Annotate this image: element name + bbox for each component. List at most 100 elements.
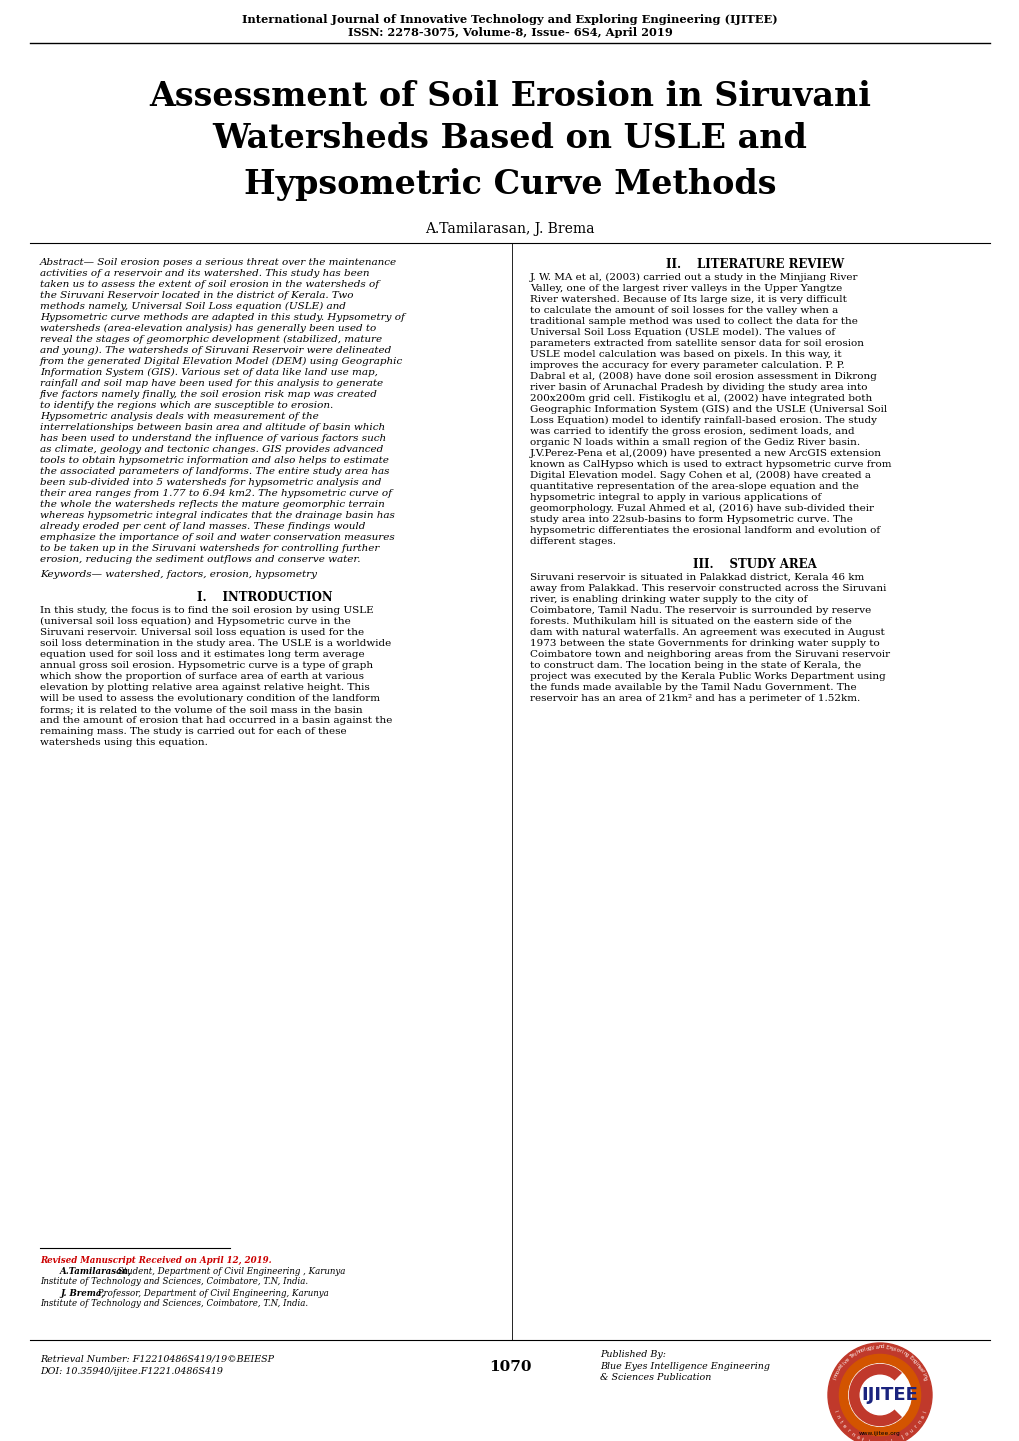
Text: Keywords— watershed, factors, erosion, hypsometry: Keywords— watershed, factors, erosion, h… (40, 571, 317, 579)
Text: r: r (913, 1424, 918, 1429)
Text: I: I (832, 1378, 837, 1380)
Text: n: n (834, 1372, 839, 1376)
Text: International Journal of Innovative Technology and Exploring Engineering (IJITEE: International Journal of Innovative Tech… (242, 14, 777, 24)
Text: remaining mass. The study is carried out for each of these: remaining mass. The study is carried out… (40, 728, 346, 736)
Text: e: e (915, 1365, 921, 1370)
Text: n: n (909, 1357, 914, 1363)
Text: o: o (835, 1369, 840, 1375)
Text: to calculate the amount of soil losses for the valley when a: to calculate the amount of soil losses f… (530, 305, 838, 316)
Text: already eroded per cent of land masses. These findings would: already eroded per cent of land masses. … (40, 522, 365, 530)
Text: c: c (853, 1350, 857, 1356)
Text: t: t (837, 1419, 842, 1424)
Text: g: g (911, 1359, 916, 1365)
Text: Blue Eyes Intelligence Engineering: Blue Eyes Intelligence Engineering (599, 1362, 769, 1370)
Text: i: i (841, 1362, 846, 1366)
Text: u: u (908, 1428, 914, 1434)
Text: l: l (863, 1347, 865, 1352)
Text: n: n (857, 1349, 862, 1355)
Text: a: a (875, 1344, 878, 1350)
Circle shape (827, 1343, 931, 1441)
Text: t: t (860, 1437, 864, 1441)
Text: quantitative representation of the area-slope equation and the: quantitative representation of the area-… (530, 481, 858, 491)
Text: i: i (920, 1372, 925, 1376)
Text: to construct dam. The location being in the state of Kerala, the: to construct dam. The location being in … (530, 661, 860, 670)
Text: traditional sample method was used to collect the data for the: traditional sample method was used to co… (530, 317, 857, 326)
Text: Hypsometric curve methods are adapted in this study. Hypsometry of: Hypsometric curve methods are adapted in… (40, 313, 405, 321)
Text: forms; it is related to the volume of the soil mass in the basin: forms; it is related to the volume of th… (40, 705, 363, 713)
Text: study area into 22sub-basins to form Hypsometric curve. The: study area into 22sub-basins to form Hyp… (530, 514, 852, 525)
Text: n: n (901, 1350, 906, 1356)
Text: n: n (916, 1419, 922, 1425)
Text: y: y (869, 1344, 873, 1350)
Text: d: d (880, 1344, 883, 1350)
Text: Siruvani reservoir is situated in Palakkad district, Kerala 46 km: Siruvani reservoir is situated in Palakk… (530, 574, 863, 582)
Text: e: e (917, 1368, 922, 1372)
Text: the associated parameters of landforms. The entire study area has: the associated parameters of landforms. … (40, 467, 389, 476)
Text: taken us to assess the extent of soil erosion in the watersheds of: taken us to assess the extent of soil er… (40, 280, 379, 290)
Text: T: T (848, 1353, 853, 1359)
Text: organic N loads within a small region of the Gediz River basin.: organic N loads within a small region of… (530, 438, 859, 447)
Text: emphasize the importance of soil and water conservation measures: emphasize the importance of soil and wat… (40, 533, 394, 542)
Text: USLE model calculation was based on pixels. In this way, it: USLE model calculation was based on pixe… (530, 350, 841, 359)
Text: which show the proportion of surface area of earth at various: which show the proportion of surface are… (40, 672, 364, 682)
Text: away from Palakkad. This reservoir constructed across the Siruvani: away from Palakkad. This reservoir const… (530, 584, 886, 594)
Text: from the generated Digital Elevation Model (DEM) using Geographic: from the generated Digital Elevation Mod… (40, 357, 403, 366)
Text: n: n (914, 1363, 920, 1368)
Text: watersheds using this equation.: watersheds using this equation. (40, 738, 208, 746)
Text: been sub-divided into 5 watersheds for hypsometric analysis and: been sub-divided into 5 watersheds for h… (40, 478, 381, 487)
Text: n: n (833, 1373, 838, 1379)
Text: river basin of Arunachal Pradesh by dividing the study area into: river basin of Arunachal Pradesh by divi… (530, 383, 866, 392)
Text: Assessment of Soil Erosion in Siruvani: Assessment of Soil Erosion in Siruvani (149, 81, 870, 112)
Text: J. W. MA et al, (2003) carried out a study in the Minjiang River: J. W. MA et al, (2003) carried out a stu… (530, 272, 858, 282)
Text: J. Brema,: J. Brema, (60, 1290, 104, 1298)
Text: soil loss determination in the study area. The USLE is a worldwide: soil loss determination in the study are… (40, 638, 391, 648)
Text: www.ijitee.org: www.ijitee.org (858, 1431, 900, 1437)
Text: the Siruvani Reservoir located in the district of Kerala. Two: the Siruvani Reservoir located in the di… (40, 291, 354, 300)
Text: Coimbatore town and neighboring areas from the Siruvani reservoir: Coimbatore town and neighboring areas fr… (530, 650, 890, 659)
Text: r: r (845, 1428, 850, 1434)
Text: h: h (855, 1349, 860, 1356)
Text: p: p (890, 1346, 894, 1352)
Text: v: v (842, 1359, 848, 1365)
Text: Digital Elevation model. Sagy Cohen et al, (2008) have created a: Digital Elevation model. Sagy Cohen et a… (530, 471, 870, 480)
Text: Coimbatore, Tamil Nadu. The reservoir is surrounded by reserve: Coimbatore, Tamil Nadu. The reservoir is… (530, 607, 870, 615)
Text: Institute of Technology and Sciences, Coimbatore, T.N, India.: Institute of Technology and Sciences, Co… (40, 1277, 308, 1285)
Text: reservoir has an area of 21km² and has a perimeter of 1.52km.: reservoir has an area of 21km² and has a… (530, 695, 859, 703)
Text: l: l (890, 1440, 892, 1441)
Text: g: g (921, 1376, 927, 1380)
Text: to be taken up in the Siruvani watersheds for controlling further: to be taken up in the Siruvani watershed… (40, 545, 379, 553)
Text: Geographic Information System (GIS) and the USLE (Universal Soil: Geographic Information System (GIS) and … (530, 405, 887, 414)
Text: Universal Soil Loss Equation (USLE model). The values of: Universal Soil Loss Equation (USLE model… (530, 329, 835, 337)
Text: v: v (836, 1368, 842, 1372)
Text: o: o (859, 1347, 864, 1353)
Text: forests. Muthikulam hill is situated on the eastern side of the: forests. Muthikulam hill is situated on … (530, 617, 851, 625)
Text: geomorphology. Fuzal Ahmed et al, (2016) have sub-divided their: geomorphology. Fuzal Ahmed et al, (2016)… (530, 504, 873, 513)
Text: 200x200m grid cell. Fistikoglu et al, (2002) have integrated both: 200x200m grid cell. Fistikoglu et al, (2… (530, 393, 871, 403)
Text: has been used to understand the influence of various factors such: has been used to understand the influenc… (40, 434, 386, 442)
Text: (universal soil loss equation) and Hypsometric curve in the: (universal soil loss equation) and Hypso… (40, 617, 351, 627)
Text: r: r (918, 1369, 923, 1373)
Text: their area ranges from 1.77 to 6.94 km2. The hypsometric curve of: their area ranges from 1.77 to 6.94 km2.… (40, 488, 391, 499)
Text: Dabral et al, (2008) have done soil erosion assessment in Dikrong: Dabral et al, (2008) have done soil eros… (530, 372, 876, 380)
Text: II.  LITERATURE REVIEW: II. LITERATURE REVIEW (665, 258, 844, 271)
Text: o: o (895, 1347, 899, 1353)
Text: reveal the stages of geomorphic development (stabilized, mature: reveal the stages of geomorphic developm… (40, 334, 382, 344)
Text: e: e (844, 1357, 850, 1363)
Text: hypsometric differentiates the erosional landform and evolution of: hypsometric differentiates the erosional… (530, 526, 879, 535)
Circle shape (859, 1375, 899, 1415)
Text: n: n (849, 1431, 854, 1437)
Text: hypsometric integral to apply in various applications of: hypsometric integral to apply in various… (530, 493, 820, 501)
Text: ISSN: 2278-3075, Volume-8, Issue- 6S4, April 2019: ISSN: 2278-3075, Volume-8, Issue- 6S4, A… (347, 27, 672, 37)
Text: Retrieval Number: F12210486S419/19©BEIESP: Retrieval Number: F12210486S419/19©BEIES… (40, 1355, 274, 1363)
Text: Professor, Department of Civil Engineering, Karunya: Professor, Department of Civil Engineeri… (95, 1290, 328, 1298)
Text: a: a (919, 1414, 925, 1419)
Text: as climate, geology and tectonic changes. GIS provides advanced: as climate, geology and tectonic changes… (40, 445, 383, 454)
Text: a: a (854, 1434, 859, 1441)
Text: River watershed. Because of Its large size, it is very difficult: River watershed. Because of Its large si… (530, 295, 846, 304)
Text: 1973 between the state Governments for drinking water supply to: 1973 between the state Governments for d… (530, 638, 878, 648)
Text: river, is enabling drinking water supply to the city of: river, is enabling drinking water supply… (530, 595, 807, 604)
Text: o: o (904, 1431, 909, 1437)
Text: E: E (884, 1344, 889, 1350)
Text: the funds made available by the Tamil Nadu Government. The: the funds made available by the Tamil Na… (530, 683, 856, 692)
Text: t: t (839, 1363, 844, 1368)
